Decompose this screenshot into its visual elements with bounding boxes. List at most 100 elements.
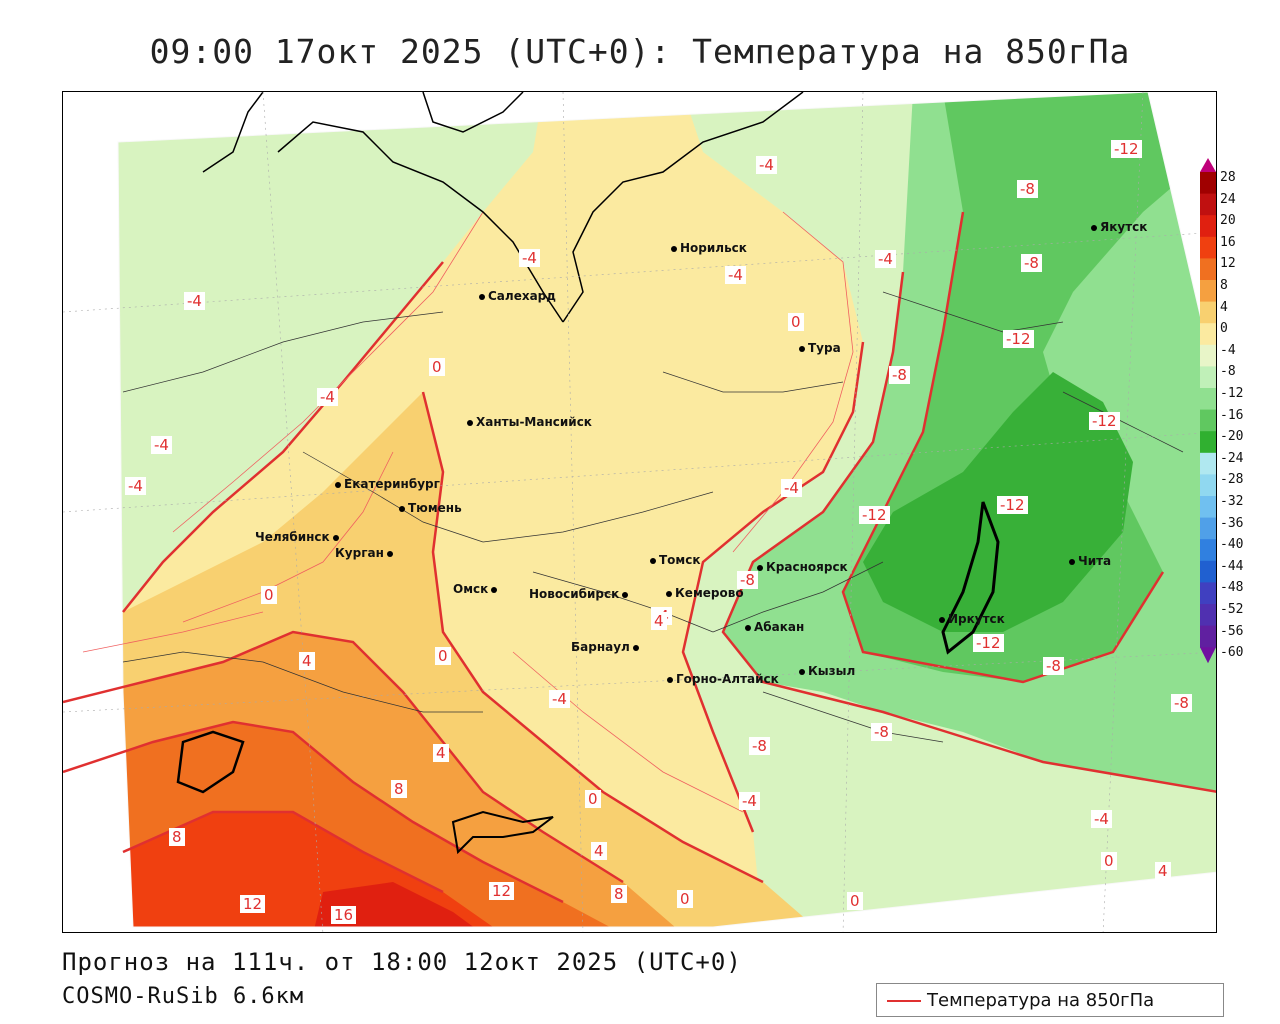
colorbar-tick-label: -8: [1220, 364, 1236, 380]
city-yakutsk: Якутск: [1091, 220, 1147, 234]
colorbar-tick-label: -40: [1220, 537, 1244, 553]
city-dot-icon: [491, 586, 498, 593]
city-krasnoyarsk: Красноярск: [757, 560, 848, 574]
city-kyzyl: Кызыл: [799, 664, 855, 678]
city-dot-icon: [799, 668, 805, 675]
colorbar-tick-label: -36: [1220, 515, 1244, 531]
colorbar-swatch: [1200, 172, 1216, 195]
contour-label: -4: [739, 792, 760, 810]
contour-label: 8: [611, 885, 627, 903]
map-title: 09:00 17окт 2025 (UTC+0): Температура на…: [149, 32, 1131, 71]
contour-label: 8: [169, 828, 185, 846]
city-dot-icon: [799, 345, 805, 352]
contour-label: -4: [184, 292, 205, 310]
colorbar-swatch: [1200, 539, 1216, 562]
contour-label: -12: [973, 634, 1004, 652]
city-norilsk: Норильск: [671, 241, 747, 255]
contour-label: 16: [331, 906, 357, 924]
city-dot-icon: [332, 534, 339, 541]
colorbar-tick-label: 0: [1220, 321, 1228, 337]
city-dot-icon: [386, 550, 393, 557]
colorbar-swatch: [1200, 236, 1216, 259]
colorbar-swatch: [1200, 323, 1216, 346]
city-dot-icon: [467, 419, 473, 426]
colorbar-swatch: [1200, 258, 1216, 281]
city-salekhard: Салехард: [479, 289, 556, 303]
city-dot-icon: [757, 564, 763, 571]
colorbar-swatch: [1200, 280, 1216, 303]
colorbar-swatch: [1200, 215, 1216, 238]
colorbar-swatch: [1200, 301, 1216, 324]
colorbar-swatch: [1200, 625, 1216, 648]
contour-label: 4: [651, 612, 667, 630]
contour-label: -4: [125, 477, 146, 495]
colorbar-gradient: [1200, 158, 1216, 664]
colorbar-tick-label: 16: [1220, 234, 1236, 250]
colorbar-tick-label: -4: [1220, 342, 1236, 358]
contour-label: -4: [519, 249, 540, 267]
city-dot-icon: [622, 591, 629, 598]
colorbar-swatch: [1200, 604, 1216, 627]
city-chelyabinsk: Челябинск: [255, 530, 342, 544]
city-dot-icon: [650, 557, 656, 564]
city-novosibirsk: Новосибирск: [529, 587, 631, 601]
colorbar-swatch: [1200, 344, 1216, 367]
contour-label: 4: [433, 744, 449, 762]
colorbar-tick-label: -20: [1220, 429, 1244, 445]
city-tomsk: Томск: [650, 553, 701, 567]
city-dot-icon: [671, 245, 677, 252]
forecast-info: Прогноз на 111ч. от 18:00 12окт 2025 (UT…: [62, 948, 742, 976]
contour-label: -8: [749, 737, 770, 755]
contour-label: -4: [725, 266, 746, 284]
contour-label: -8: [737, 571, 758, 589]
colorbar-tick-label: -24: [1220, 450, 1244, 466]
city-kemerovo: Кемерово: [666, 586, 744, 600]
city-ekaterinburg: Екатеринбург: [335, 477, 440, 491]
city-kurgan: Курган: [335, 546, 396, 560]
contour-label: -4: [317, 388, 338, 406]
colorbar-tick-label: -32: [1220, 494, 1244, 509]
colorbar-swatch: [1200, 388, 1216, 411]
temperature-map[interactable]: Салехард Норильск Якутск Тура Ханты-Манс…: [62, 91, 1217, 933]
contour-label: -8: [889, 366, 910, 384]
city-chita: Чита: [1069, 554, 1111, 568]
colorbar-tick-label: -44: [1220, 558, 1244, 574]
contour-label: -12: [997, 496, 1028, 514]
contour-label: 4: [591, 842, 607, 860]
city-barnaul: Барнаул: [571, 640, 642, 654]
contour-label: -8: [1017, 180, 1038, 198]
contour-label: 0: [677, 890, 693, 908]
colorbar-swatch: [1200, 193, 1216, 216]
colorbar-swatch: [1200, 582, 1216, 605]
contour-label: -4: [151, 436, 172, 454]
contour-label: -4: [549, 690, 570, 708]
contour-label: 8: [391, 780, 407, 798]
model-info: COSMO-RuSib 6.6км: [62, 984, 305, 1009]
colorbar-tick-label: -60: [1220, 645, 1244, 661]
city-dot-icon: [745, 624, 751, 631]
colorbar-swatch: [1200, 431, 1216, 454]
city-dot-icon: [479, 293, 485, 300]
colorbar-swatch: [1200, 452, 1216, 475]
colorbar-swatch: [1200, 409, 1216, 432]
contour-label: -4: [756, 156, 777, 174]
city-khanty-mansiysk: Ханты-Мансийск: [467, 415, 592, 429]
colorbar-tick-label: -28: [1220, 472, 1244, 488]
legend: Температура на 850гПа: [876, 983, 1224, 1017]
contour-label: 0: [585, 790, 601, 808]
contour-label: -4: [781, 479, 802, 497]
contour-label: 4: [1155, 862, 1171, 880]
contour-label: -8: [1043, 657, 1064, 675]
colorbar-tick-label: 20: [1220, 213, 1236, 229]
city-dot-icon: [939, 616, 945, 623]
contour-label: 0: [1101, 852, 1117, 870]
contour-label: -12: [859, 506, 890, 524]
contour-label: -8: [1021, 254, 1042, 272]
city-omsk: Омск: [453, 582, 500, 596]
contour-label: 4: [299, 652, 315, 670]
colorbar-tick-label: -52: [1220, 602, 1244, 617]
city-dot-icon: [1091, 224, 1097, 231]
city-abakan: Абакан: [745, 620, 804, 634]
colorbar: [1198, 158, 1218, 694]
contour-label: -12: [1111, 140, 1142, 158]
